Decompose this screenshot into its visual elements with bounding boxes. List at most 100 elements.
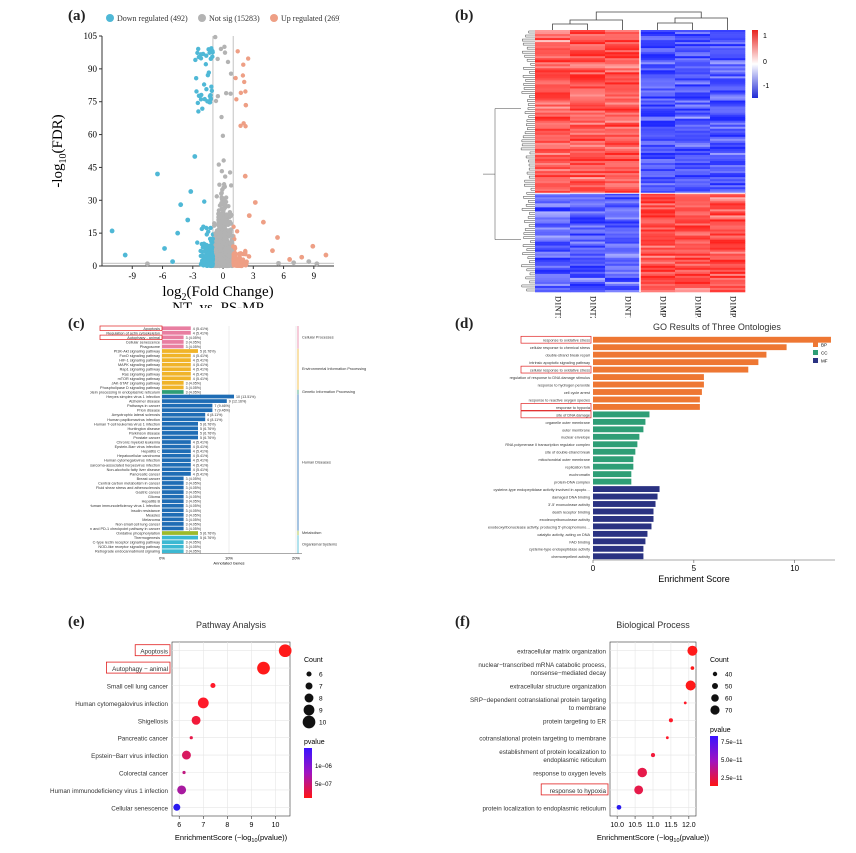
heatmap-cell [535, 215, 571, 218]
heatmap-cell [675, 38, 711, 41]
heatmap-cell [605, 189, 641, 192]
colorbar-tick: 7.5e−11 [721, 740, 743, 746]
heatmap-cell [535, 64, 571, 67]
volcano-point-down [188, 189, 194, 194]
heatmap-cell [605, 183, 641, 186]
heatmap-cell [710, 161, 746, 164]
heatmap-cell [710, 253, 746, 257]
bar-label: FAD binding [569, 540, 590, 544]
volcano-point-down [175, 230, 181, 236]
heatmap-cell [570, 96, 606, 99]
heatmap-cell [640, 94, 676, 97]
heatmap-cell [605, 48, 641, 51]
bar-value-label: 4 (5.41%) [193, 450, 209, 454]
heatmap-cell [675, 134, 711, 138]
heatmap-cell [570, 287, 606, 291]
heatmap-cell [675, 199, 711, 202]
heatmap-cell [640, 148, 676, 152]
heatmap-cell [535, 156, 571, 160]
heatmap-cell [710, 66, 746, 69]
heatmap-cell [570, 70, 606, 73]
dendro-branch [522, 135, 535, 139]
heatmap-cell [640, 128, 676, 132]
heatmap-cell [605, 132, 641, 136]
heatmap-cell [535, 76, 571, 79]
volcano-point-up [243, 103, 249, 108]
heatmap-cell [640, 46, 676, 49]
heatmap-cell [710, 229, 746, 232]
heatmap-cell [675, 106, 711, 109]
volcano-point-up [260, 219, 266, 225]
dendro-branch [523, 87, 535, 90]
heatmap-cell [710, 58, 746, 61]
heatmap-cell [640, 78, 676, 81]
heatmap-cell [605, 283, 641, 287]
bar [162, 326, 191, 331]
bar [593, 456, 634, 463]
heatmap-cell [605, 78, 641, 81]
heatmap-cell [640, 201, 676, 204]
volcano-point-ns [219, 114, 224, 120]
bar [162, 531, 198, 535]
bar [162, 512, 184, 517]
heatmap-cell [675, 181, 711, 184]
colorbar-tick: 1 [763, 33, 767, 40]
heatmap-cell [675, 88, 711, 91]
volcano-point-down [198, 56, 204, 61]
heatmap-cell [710, 271, 746, 275]
y-tick-label: Autophagy − animal [112, 666, 168, 673]
heatmap-cell [605, 269, 641, 273]
heatmap-cell [570, 74, 606, 77]
bar-label: Human papillomavirus infection [107, 418, 160, 422]
heatmap-cell [605, 154, 641, 158]
heatmap-cell [605, 161, 641, 164]
heatmap-cell [570, 148, 606, 152]
bar-value-label: 3 (4.05%) [186, 495, 202, 499]
bar [593, 516, 654, 522]
heatmap-cell [605, 187, 641, 190]
legend-label: Up regulated (269) [281, 14, 340, 23]
column-label: D1MP3 [694, 296, 703, 318]
bp-dot-plot: Biological Process 10.0 10.5 11.0 11.5 12.0 ex… [470, 620, 743, 844]
volcano-point [218, 256, 223, 262]
heatmap-cell [710, 108, 746, 111]
heatmap-cell [710, 267, 746, 271]
data-point [634, 785, 644, 795]
dendro-branch [524, 228, 535, 231]
heatmap-cell [710, 52, 746, 55]
volcano-point [216, 211, 221, 217]
panel-label-b: (b) [455, 8, 474, 24]
heatmap-cell [640, 237, 676, 240]
heatmap-cell [605, 44, 641, 47]
data-point [616, 804, 622, 810]
volcano-point-down [201, 256, 206, 262]
heatmap-cell [640, 44, 676, 47]
volcano-point-up [245, 56, 251, 61]
bar-label: Parkinson disease [129, 431, 160, 435]
x-axis-subtitle: NT_vs_PS-MP [172, 300, 264, 308]
volcano-point-down [206, 70, 212, 75]
heatmap-cell [605, 34, 641, 37]
heatmap-cell [570, 189, 606, 192]
bar-label: Herpes simplex virus 1 infection [106, 395, 160, 399]
heatmap-cell [710, 219, 746, 222]
bar-label: JAK-STAT signaling pathway [111, 381, 160, 385]
heatmap-cell [640, 263, 676, 267]
column-dendrogram [552, 11, 728, 30]
heatmap-cell [570, 271, 606, 275]
heatmap-cell [675, 126, 711, 130]
dendro-branch [526, 123, 535, 126]
heatmap-cell [605, 289, 641, 293]
volcano-point-ns [223, 91, 229, 96]
heatmap-cell [675, 94, 711, 97]
heatmap-cell [570, 124, 606, 128]
bar [162, 344, 184, 349]
heatmap-cell [605, 32, 641, 35]
heatmap-cell [675, 187, 711, 190]
volcano-point-down [195, 100, 201, 106]
size-legend-dot [303, 704, 315, 716]
dendro-branch [530, 187, 535, 191]
dendro-branch [595, 11, 702, 20]
dendro-branch [522, 38, 535, 42]
heatmap-cell [640, 219, 676, 222]
